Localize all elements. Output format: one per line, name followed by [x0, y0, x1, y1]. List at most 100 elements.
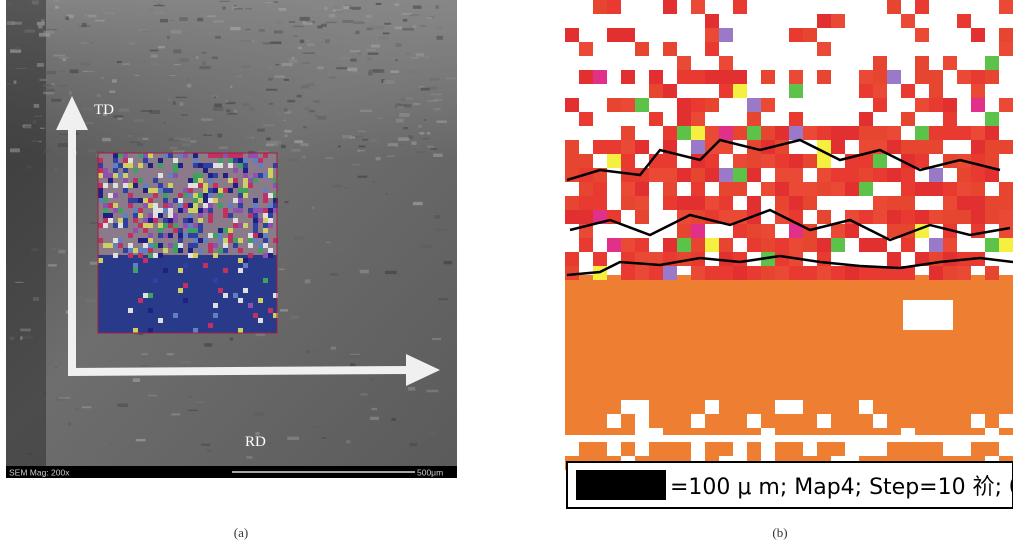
ebsd-grain: [649, 112, 663, 126]
inset-pixel: [243, 263, 248, 268]
sem-speck: [324, 7, 327, 11]
ebsd-gap: [887, 442, 901, 456]
inset-pixel: [203, 183, 208, 188]
inset-pixel: [163, 193, 168, 198]
inset-pixel: [223, 238, 228, 243]
ebsd-grain: [733, 266, 747, 280]
ebsd-gap: [775, 400, 789, 414]
ebsd-grain: [901, 112, 915, 126]
inset-pixel: [198, 163, 203, 168]
ebsd-grain: [663, 196, 677, 210]
ebsd-grain: [663, 238, 677, 252]
inset-pixel: [253, 203, 258, 208]
inset-pixel: [113, 183, 118, 188]
inset-pixel: [118, 163, 123, 168]
sem-speck: [167, 36, 170, 39]
ebsd-gap: [929, 442, 943, 456]
ebsd-grain: [985, 140, 999, 154]
inset-pixel: [153, 278, 158, 283]
sem-speck: [444, 261, 452, 264]
ebsd-grain: [677, 238, 691, 252]
sem-speck: [243, 103, 250, 106]
inset-pixel: [103, 243, 108, 248]
inset-pixel: [193, 238, 198, 243]
inset-pixel: [128, 233, 133, 238]
sem-speck: [284, 130, 291, 133]
sem-speck: [307, 43, 314, 46]
inset-pixel: [213, 188, 218, 193]
sem-speck: [20, 329, 31, 332]
inset-pixel: [218, 288, 223, 293]
ebsd-gap: [775, 442, 789, 456]
sem-speck: [169, 98, 171, 101]
ebsd-grain: [719, 28, 733, 42]
ebsd-gap: [705, 400, 719, 414]
inset-pixel: [153, 178, 158, 183]
sem-speck: [399, 144, 404, 146]
sem-speck: [197, 18, 203, 22]
sem-speck: [273, 1, 278, 3]
ebsd-grain: [621, 126, 635, 140]
inset-pixel: [213, 313, 218, 318]
inset-pixel: [173, 173, 178, 178]
sem-speck: [303, 21, 313, 24]
inset-pixel: [163, 218, 168, 223]
inset-pixel: [163, 208, 168, 213]
inset-pixel: [138, 178, 143, 183]
inset-pixel: [143, 293, 148, 298]
sem-speck: [395, 59, 398, 60]
ebsd-grain: [565, 210, 579, 224]
sem-speck: [102, 138, 111, 142]
sem-speck: [336, 67, 347, 69]
sem-speck: [433, 154, 442, 157]
inset-pixel: [203, 188, 208, 193]
ebsd-grain: [733, 84, 747, 98]
sem-speck: [431, 148, 437, 150]
sem-speck: [180, 58, 189, 61]
inset-pixel: [158, 213, 163, 218]
ebsd-grain: [747, 112, 761, 126]
inset-pixel: [103, 223, 108, 228]
ebsd-grain: [789, 28, 803, 42]
sem-speck: [132, 334, 140, 337]
ebsd-grain: [971, 84, 985, 98]
inset-pixel: [133, 198, 138, 203]
sem-speck: [187, 70, 189, 72]
ebsd-grain: [971, 28, 985, 42]
sem-speck: [396, 43, 402, 47]
inset-pixel: [148, 243, 153, 248]
inset-pixel: [238, 188, 243, 193]
inset-pixel: [268, 208, 273, 213]
sem-speck: [266, 443, 275, 444]
inset-pixel: [113, 163, 118, 168]
ebsd-grain: [943, 266, 957, 280]
sem-speck: [266, 89, 277, 91]
ebsd-grain: [831, 266, 845, 280]
ebsd-gap: [971, 442, 985, 456]
inset-pixel: [198, 173, 203, 178]
sem-speck: [313, 100, 319, 102]
sem-speck: [396, 119, 403, 123]
sem-speck: [358, 176, 368, 178]
sem-speck: [39, 79, 47, 81]
sem-speck: [383, 32, 390, 34]
inset-pixel: [268, 223, 273, 228]
ebsd-grain: [999, 140, 1013, 154]
inset-pixel: [118, 238, 123, 243]
inset-pixel: [263, 213, 268, 218]
inset-pixel: [163, 198, 168, 203]
inset-pixel: [263, 208, 268, 213]
ebsd-grain: [719, 56, 733, 70]
sem-speck: [437, 120, 447, 122]
inset-pixel: [268, 253, 273, 258]
sem-speck: [201, 118, 212, 120]
ebsd-grain: [971, 98, 985, 112]
sem-speck: [420, 25, 426, 26]
sem-speck: [226, 109, 231, 112]
sem-speck: [306, 40, 310, 42]
inset-pixel: [223, 213, 228, 218]
inset-pixel: [148, 213, 153, 218]
sem-speck: [43, 392, 46, 396]
inset-pixel: [228, 213, 233, 218]
sem-speck: [362, 139, 368, 141]
